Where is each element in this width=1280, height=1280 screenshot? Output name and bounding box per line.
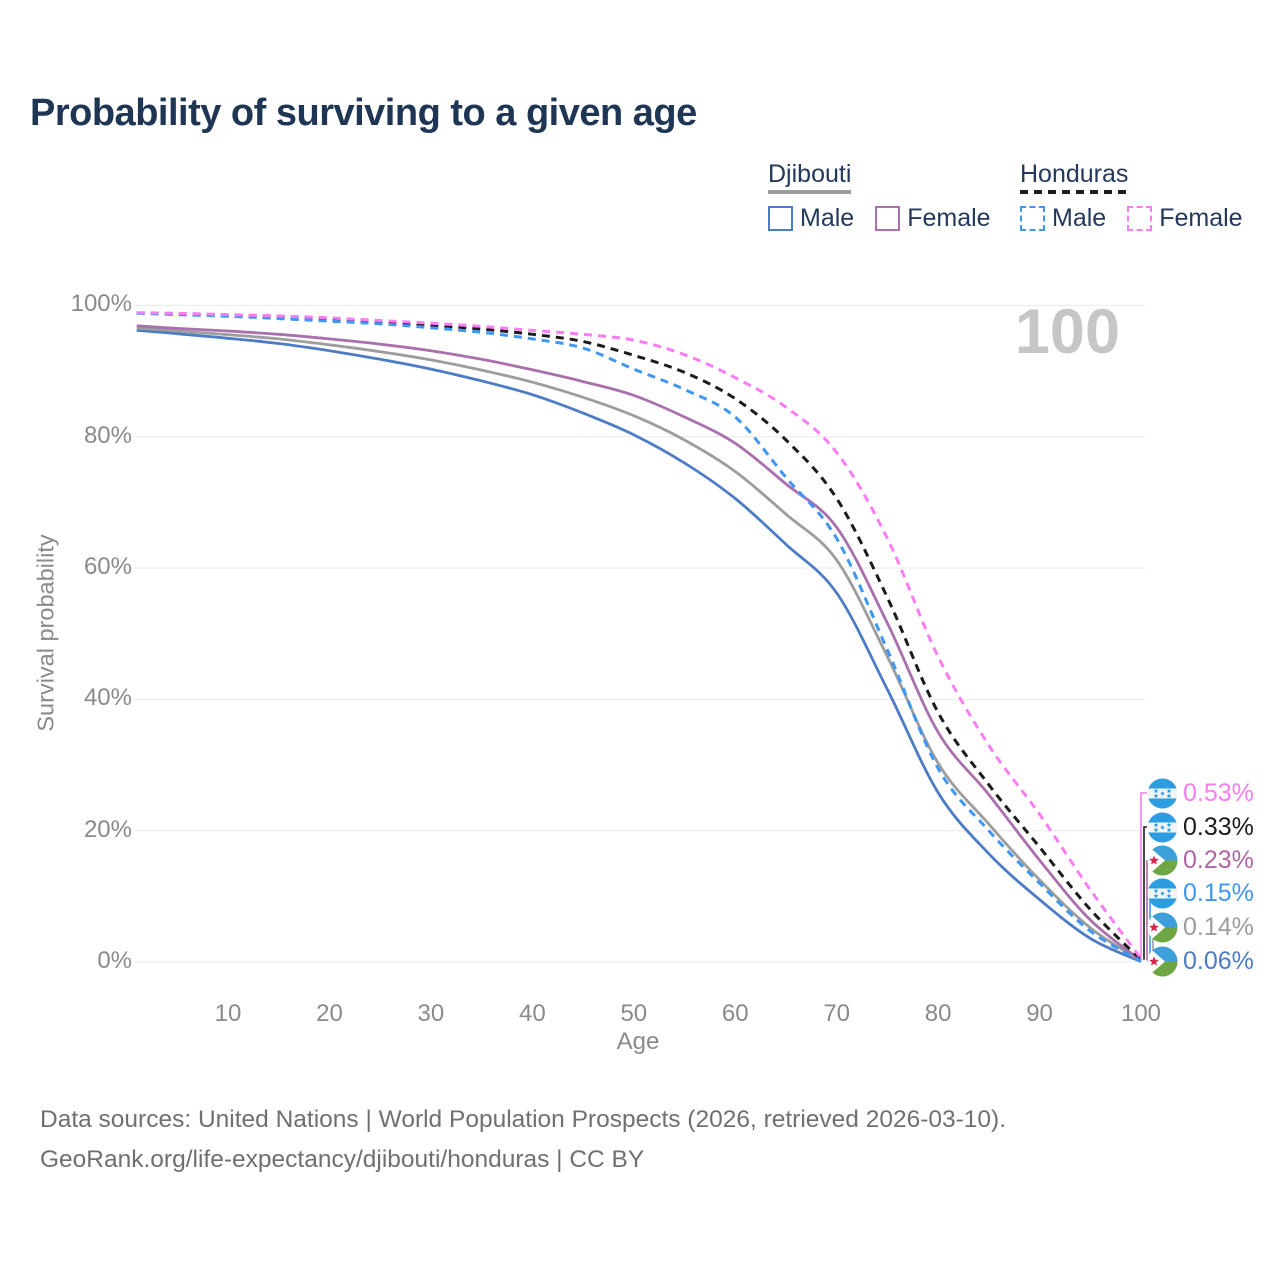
- y-tick-label: 0%: [97, 947, 132, 974]
- legend-item-label: Female: [1159, 204, 1243, 232]
- honduras-flag-icon: [1147, 878, 1178, 908]
- x-tick-label: 100: [1120, 1000, 1162, 1027]
- curve-honduras-male: [136, 311, 1142, 963]
- end-label-row: 0.53%: [1147, 778, 1254, 809]
- legend-group-djibouti: Djibouti Male Female: [768, 160, 991, 233]
- legend-swatch-honduras-female: [1127, 206, 1153, 231]
- curve-djibouti-male: [136, 329, 1142, 963]
- end-label-value: 0.15%: [1183, 878, 1254, 907]
- x-tick-label: 50: [620, 1000, 648, 1027]
- end-label-row: 0.33%: [1147, 812, 1254, 843]
- legend-items-djibouti: Male Female: [768, 204, 991, 233]
- legend-item-label: Male: [1052, 204, 1107, 232]
- legend-item-honduras-male[interactable]: Male: [1020, 204, 1106, 233]
- legend-group-honduras: Honduras Male Female: [1020, 160, 1243, 233]
- legend-country-label: Honduras: [1020, 160, 1129, 188]
- legend-underline-dashed: [1020, 190, 1129, 194]
- legend-swatch-djibouti-female: [875, 206, 901, 231]
- footer-data-sources: Data sources: United Nations | World Pop…: [40, 1106, 1007, 1133]
- curve-djibouti-total: [136, 326, 1142, 963]
- x-tick-label: 20: [316, 1000, 343, 1027]
- x-tick-label: 60: [721, 1000, 749, 1027]
- legend-item-honduras-female[interactable]: Female: [1127, 204, 1243, 233]
- legend-country-honduras[interactable]: Honduras: [1020, 160, 1129, 194]
- end-label-value: 0.53%: [1183, 778, 1254, 807]
- curve-honduras-female: [136, 311, 1143, 960]
- x-axis-title: Age: [616, 1028, 660, 1055]
- y-tick-label: 20%: [83, 815, 132, 843]
- legend-item-djibouti-male[interactable]: Male: [768, 204, 854, 233]
- end-label-row: 0.06%: [1147, 946, 1254, 977]
- legend-swatch-djibouti-male: [768, 206, 793, 231]
- djibouti-flag-icon: [1147, 845, 1178, 875]
- legend-swatch-honduras-male: [1020, 206, 1045, 231]
- x-tick-label: 70: [823, 1000, 851, 1027]
- end-label-connector: [1140, 792, 1147, 959]
- x-tick-label: 30: [417, 1000, 445, 1027]
- curve-djibouti-female: [136, 324, 1142, 962]
- legend-country-djibouti[interactable]: Djibouti: [768, 160, 852, 194]
- legend-underline-solid: [768, 190, 852, 194]
- hovered-age-watermark: 100: [1014, 297, 1120, 367]
- end-label-value: 0.33%: [1183, 812, 1254, 841]
- y-tick-label: 40%: [83, 684, 132, 712]
- end-label-row: 0.23%: [1147, 845, 1254, 876]
- legend-item-label: Female: [907, 204, 991, 232]
- x-tick-label: 80: [924, 1000, 952, 1027]
- legend-country-label: Djibouti: [768, 160, 852, 188]
- end-label-connector: [1143, 826, 1147, 960]
- legend-items-honduras: Male Female: [1020, 204, 1243, 233]
- curve-honduras-total: [136, 311, 1143, 961]
- end-label-row: 0.14%: [1147, 912, 1254, 943]
- djibouti-flag-icon: [1147, 912, 1178, 942]
- legend-item-djibouti-female[interactable]: Female: [875, 204, 991, 233]
- x-tick-label: 90: [1026, 1000, 1053, 1027]
- y-tick-label: 80%: [83, 421, 132, 449]
- x-tick-label: 10: [214, 1000, 242, 1027]
- x-tick-label: 40: [519, 1000, 546, 1027]
- end-label-value: 0.06%: [1183, 946, 1254, 975]
- y-tick-label: 60%: [83, 553, 132, 581]
- legend-item-label: Male: [800, 204, 855, 232]
- y-tick-label: 100%: [70, 290, 132, 318]
- honduras-flag-icon: [1147, 778, 1178, 808]
- djibouti-flag-icon: [1147, 946, 1178, 976]
- end-label-value: 0.23%: [1183, 845, 1254, 874]
- footer-attribution: GeoRank.org/life-expectancy/djibouti/hon…: [40, 1146, 645, 1173]
- end-label-value: 0.14%: [1183, 912, 1254, 941]
- honduras-flag-icon: [1147, 812, 1178, 842]
- page-title: Probability of surviving to a given age: [30, 92, 697, 134]
- end-label-row: 0.15%: [1147, 878, 1254, 909]
